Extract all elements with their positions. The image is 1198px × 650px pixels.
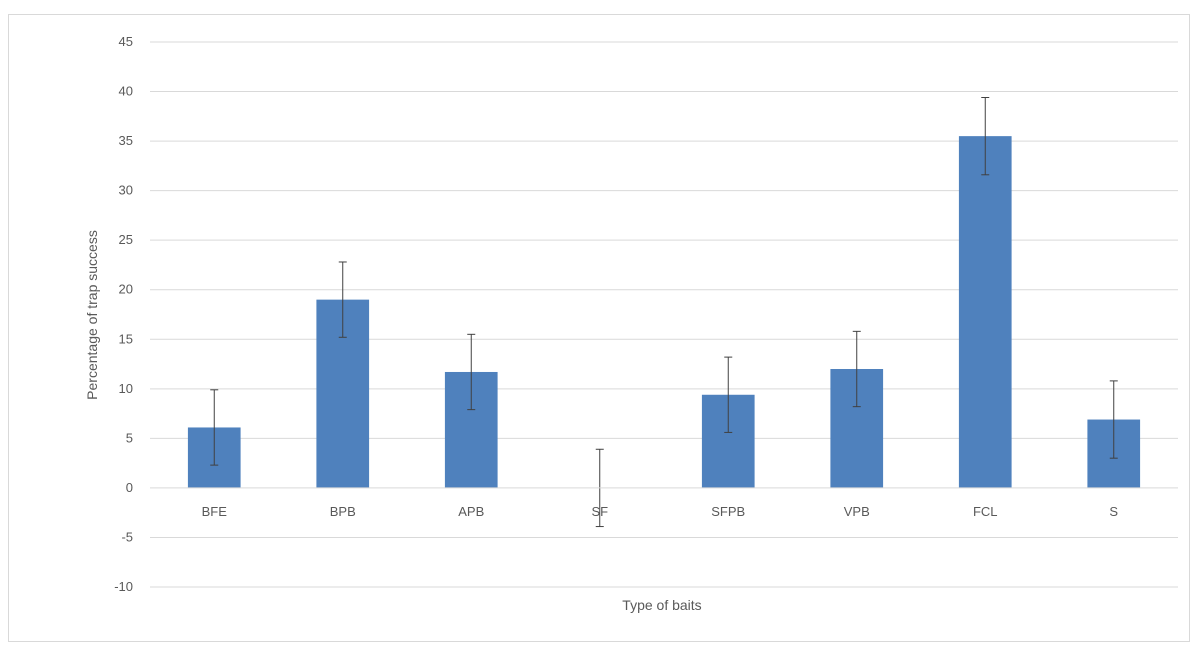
x-tick-label: BPB <box>330 504 356 519</box>
x-tick-label: VPB <box>844 504 870 519</box>
y-tick-label: -5 <box>121 529 133 544</box>
y-tick-label: 35 <box>119 133 133 148</box>
y-tick-label: -10 <box>114 579 133 594</box>
y-tick-label: 45 <box>119 34 133 49</box>
x-tick-label: SFPB <box>711 504 745 519</box>
x-tick-label: SF <box>591 504 608 519</box>
x-tick-label: S <box>1109 504 1118 519</box>
y-tick-label: 40 <box>119 84 133 99</box>
y-tick-label: 10 <box>119 381 133 396</box>
y-tick-label: 20 <box>119 282 133 297</box>
bar-fcl <box>959 136 1012 488</box>
gridlines <box>150 42 1178 587</box>
x-axis-ticks: BFE BPB APB SF SFPB VPB FCL S <box>202 504 1119 519</box>
x-tick-label: BFE <box>202 504 228 519</box>
y-tick-label: 25 <box>119 232 133 247</box>
y-axis-title: Percentage of trap success <box>84 230 100 400</box>
y-axis-ticks: -10 -5 0 5 10 15 20 25 30 35 40 45 <box>114 34 133 594</box>
y-tick-label: 30 <box>119 183 133 198</box>
bars <box>188 136 1140 488</box>
y-tick-label: 5 <box>126 430 133 445</box>
x-axis-title: Type of baits <box>622 597 701 613</box>
y-tick-label: 15 <box>119 331 133 346</box>
x-tick-label: APB <box>458 504 484 519</box>
y-tick-label: 0 <box>126 480 133 495</box>
x-tick-label: FCL <box>973 504 998 519</box>
